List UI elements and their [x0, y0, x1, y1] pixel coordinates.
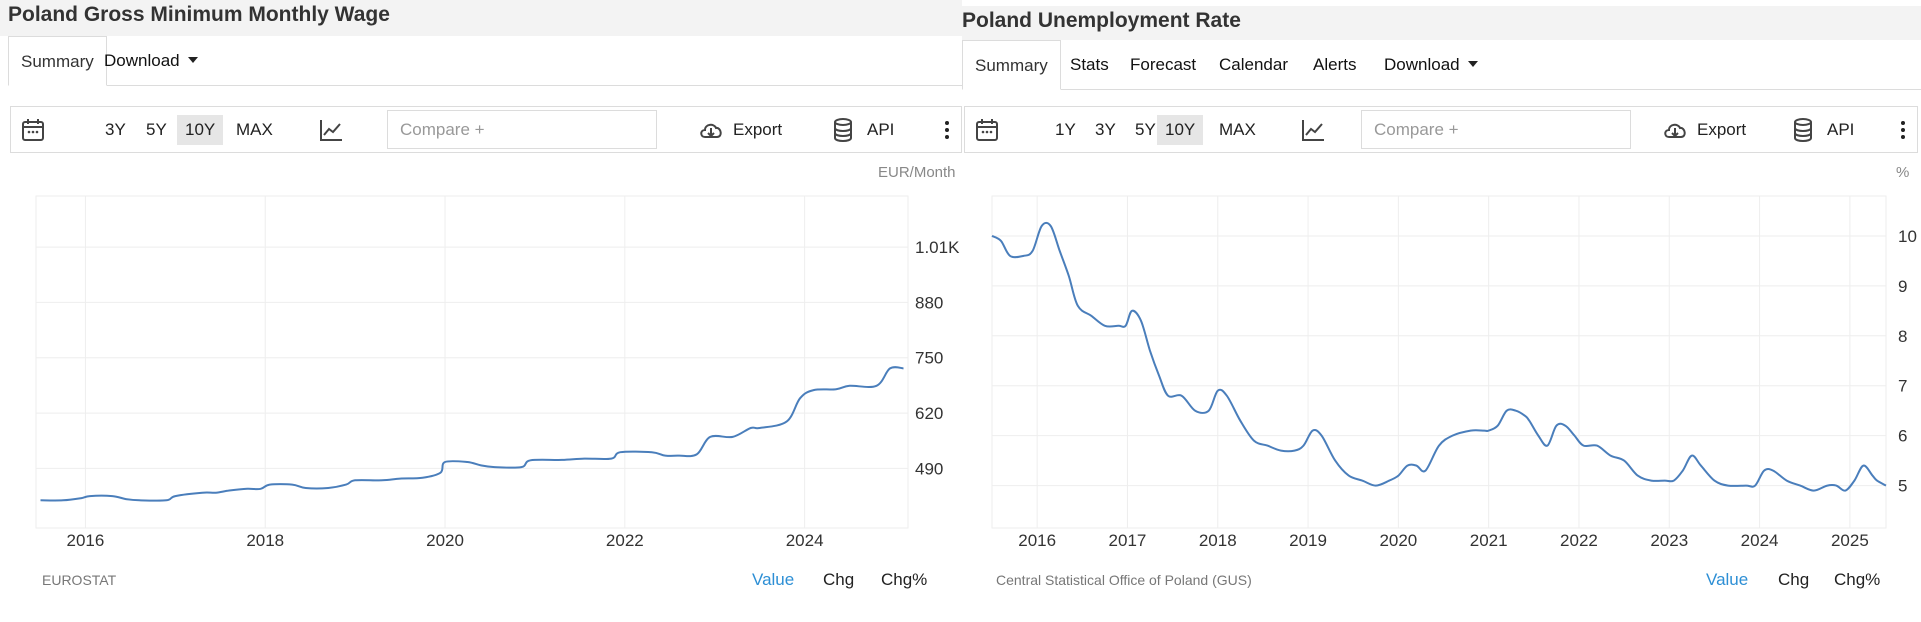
export-button[interactable]: Export [1697, 120, 1747, 139]
range-5y[interactable]: 5Y [1135, 120, 1156, 139]
cloud-download-icon[interactable] [1661, 116, 1689, 144]
x-tick-label: 2016 [1018, 531, 1056, 550]
page-title: Poland Gross Minimum Monthly Wage [8, 3, 390, 26]
mode-chg[interactable]: Chg [1778, 570, 1810, 589]
range-10y[interactable]: 10Y [177, 115, 224, 145]
plot-frame [991, 195, 1887, 529]
tab-bar: Summary Stats Forecast Calendar Alerts D… [962, 40, 1921, 90]
more-vertical-icon[interactable] [945, 121, 951, 142]
y-tick-label: 6 [1898, 427, 1907, 446]
x-tick-label: 2020 [426, 531, 464, 550]
y-tick-label: 750 [915, 349, 943, 368]
page-title: Poland Unemployment Rate [962, 9, 1241, 32]
caret-down-icon [1467, 60, 1478, 67]
tab-bar: Summary Download [8, 36, 962, 86]
y-tick-label: 1.01K [915, 238, 960, 257]
unemployment-chart: 2016 2017 2018 2019 2020 2021 2022 2023 2024 2025… [991, 195, 1917, 550]
x-tick-label: 2016 [67, 531, 105, 550]
y-tick-label: 620 [915, 404, 943, 423]
chart-toolbar: 1Y 3Y 5Y 10Y MAX Compare + Export API [964, 106, 1918, 153]
mode-chg[interactable]: Chg [823, 570, 855, 589]
x-tick-label: 2018 [1199, 531, 1237, 550]
tab-download-label: Download [104, 51, 180, 70]
unemployment-panel: Poland Unemployment Rate Summary Stats F… [962, 0, 1921, 622]
tab-stats[interactable]: Stats [1070, 55, 1109, 74]
x-tick-label: 2022 [606, 531, 644, 550]
tab-summary[interactable]: Summary [8, 36, 107, 86]
y-tick-label: 7 [1898, 377, 1907, 396]
line-chart-icon[interactable] [1299, 116, 1327, 144]
database-icon[interactable] [1789, 116, 1817, 144]
mode-chg-pct[interactable]: Chg% [1834, 570, 1881, 589]
mode-value[interactable]: Value [1706, 570, 1749, 589]
y-tick-label: 9 [1898, 277, 1907, 296]
x-tick-label: 2018 [246, 531, 284, 550]
range-3y[interactable]: 3Y [1095, 120, 1116, 139]
source-label: Central Statistical Office of Poland (GU… [996, 572, 1252, 588]
mode-chg-pct[interactable]: Chg% [881, 570, 928, 589]
y-tick-label: 8 [1898, 327, 1907, 346]
compare-input[interactable]: Compare + [1361, 110, 1631, 149]
source-label: EUROSTAT [42, 572, 117, 588]
range-max[interactable]: MAX [236, 120, 273, 139]
range-max[interactable]: MAX [1219, 120, 1256, 139]
tab-download[interactable]: Download [1372, 40, 1490, 90]
tab-forecast[interactable]: Forecast [1130, 55, 1197, 74]
calendar-icon[interactable] [19, 116, 47, 144]
x-tick-label: 2024 [786, 531, 824, 550]
database-icon[interactable] [829, 116, 857, 144]
unit-label: % [1896, 164, 1910, 181]
x-tick-label: 2023 [1650, 531, 1688, 550]
plot-frame [35, 195, 909, 529]
caret-down-icon [187, 56, 198, 63]
api-button[interactable]: API [867, 120, 895, 139]
x-tick-label: 2021 [1470, 531, 1508, 550]
compare-input[interactable]: Compare + [387, 110, 657, 149]
series-line [40, 366, 904, 502]
range-1y[interactable]: 1Y [1055, 120, 1076, 139]
tab-alerts[interactable]: Alerts [1313, 55, 1357, 74]
series-line [991, 221, 1887, 492]
x-tick-label: 2024 [1741, 531, 1779, 550]
x-tick-label: 2025 [1831, 531, 1869, 550]
y-tick-label: 10 [1898, 227, 1917, 246]
export-button[interactable]: Export [733, 120, 783, 139]
title-bar: Poland Unemployment Rate [962, 6, 1921, 40]
range-3y[interactable]: 3Y [105, 120, 126, 139]
api-button[interactable]: API [1827, 120, 1855, 139]
unit-label: EUR/Month [878, 164, 956, 181]
x-tick-label: 2019 [1289, 531, 1327, 550]
x-tick-label: 2017 [1109, 531, 1147, 550]
calendar-icon[interactable] [973, 116, 1001, 144]
tab-summary[interactable]: Summary [962, 40, 1061, 90]
y-tick-label: 880 [915, 293, 943, 312]
range-5y[interactable]: 5Y [146, 120, 167, 139]
more-vertical-icon[interactable] [1901, 121, 1907, 142]
tab-download-label: Download [1384, 55, 1460, 74]
title-bar: Poland Gross Minimum Monthly Wage [0, 0, 962, 36]
x-tick-label: 2022 [1560, 531, 1598, 550]
tab-download[interactable]: Download [92, 36, 210, 86]
mode-value[interactable]: Value [752, 570, 795, 589]
tab-calendar[interactable]: Calendar [1219, 55, 1288, 74]
y-tick-label: 5 [1898, 477, 1907, 496]
line-chart-icon[interactable] [317, 116, 345, 144]
x-tick-label: 2020 [1379, 531, 1417, 550]
wage-chart: 2016 2018 2020 2022 2024 490 620 750 880 1.01K [35, 195, 960, 550]
range-10y[interactable]: 10Y [1157, 115, 1204, 145]
y-tick-label: 490 [915, 459, 943, 478]
wage-panel: Poland Gross Minimum Monthly Wage Summar… [0, 0, 962, 589]
chart-toolbar: 3Y 5Y 10Y MAX Compare + Export API [10, 106, 962, 153]
cloud-download-icon[interactable] [697, 116, 725, 144]
